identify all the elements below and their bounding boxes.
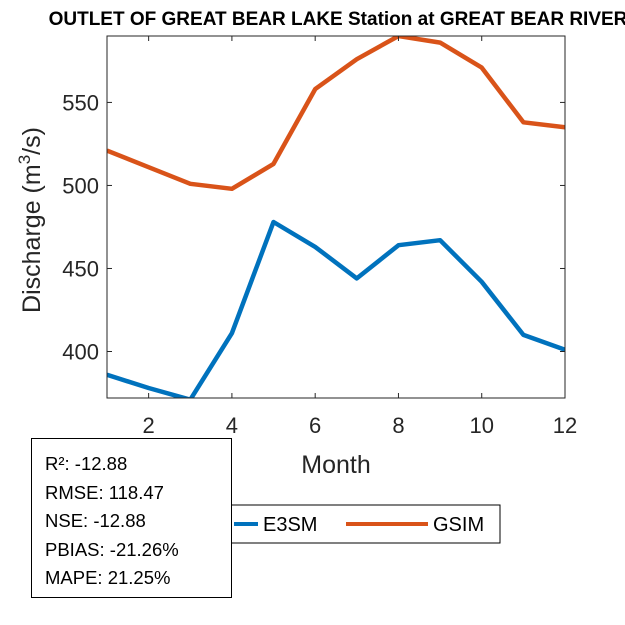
y-tick-label: 500 [62,173,99,198]
legend-label-e3sm: E3SM [263,514,317,536]
stat-nse: NSE: -12.88 [45,510,146,531]
stat-mape: MAPE: 21.25% [45,567,171,588]
legend-label-gsim: GSIM [433,514,484,536]
stat-pbias: PBIAS: -21.26% [45,538,179,560]
plot-area [107,36,565,398]
y-tick-label: 400 [62,340,99,365]
x-axis-title: Month [301,451,370,479]
stat-rmse: RMSE: 118.47 [45,481,164,503]
legend: E3SM GSIM [227,504,501,544]
axes-box [106,35,566,399]
x-tick-label: 10 [469,413,493,438]
chart-title: OUTLET OF GREAT BEAR LAKE Station at GRE… [49,9,625,30]
x-tick-label: 4 [226,413,238,438]
x-tick-label: 12 [553,413,577,438]
y-axis-title: Discharge (m3/s) [15,127,46,313]
x-tick-label: 6 [309,413,321,438]
y-tick-label: 550 [62,90,99,115]
stats-box: R²: -12.88 RMSE: 118.47 NSE: -12.88 PBIA… [31,438,232,598]
series-line-gsim [107,36,565,192]
y-tick-label: 450 [62,256,99,281]
x-tick-label: 2 [143,413,155,438]
axes: 2 4 6 8 10 12 400 450 500 550 [62,35,577,438]
y-axis-title-superscript: 3 [15,155,34,164]
x-tick-label: 8 [392,413,404,438]
stat-r2: R²: -12.88 [45,453,128,474]
